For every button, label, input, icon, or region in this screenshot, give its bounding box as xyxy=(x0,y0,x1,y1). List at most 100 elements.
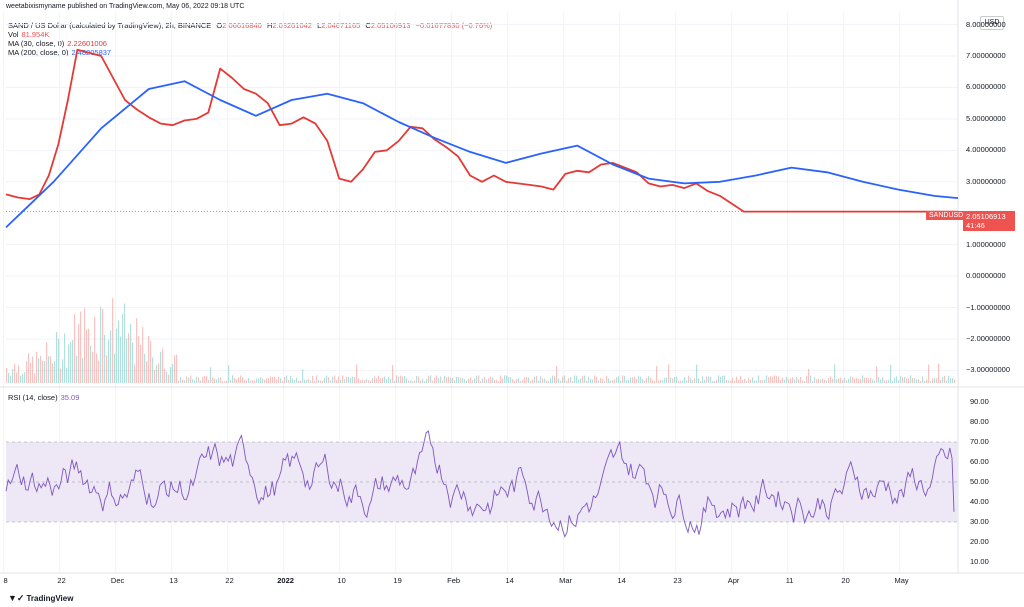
volume-bar xyxy=(908,378,910,383)
volume-bar xyxy=(392,364,394,383)
volume-bar xyxy=(822,378,824,383)
volume-bar xyxy=(206,375,208,383)
volume-bar xyxy=(948,375,950,383)
volume-bar xyxy=(136,318,138,383)
volume-bar xyxy=(426,379,428,383)
volume-bar xyxy=(36,351,38,383)
volume-bar xyxy=(384,376,386,383)
volume-bar xyxy=(88,328,90,383)
volume-bar xyxy=(300,380,302,383)
volume-bar xyxy=(304,379,306,383)
volume-bar xyxy=(442,380,444,383)
volume-bar xyxy=(546,380,548,383)
volume-bar xyxy=(228,365,230,383)
volume-bar xyxy=(510,377,512,383)
volume-bar xyxy=(328,377,330,383)
volume-bar xyxy=(140,344,142,383)
volume-bar xyxy=(362,379,364,383)
volume-bar xyxy=(672,378,674,383)
volume-bar xyxy=(592,379,594,383)
volume-bar xyxy=(730,380,732,383)
tradingview-footer[interactable]: ▼✓ TradingView xyxy=(8,593,73,604)
volume-bar xyxy=(394,380,396,383)
volume-bar xyxy=(252,380,254,383)
volume-bar xyxy=(924,380,926,383)
volume-bar xyxy=(254,380,256,383)
volume-bar xyxy=(802,380,804,383)
volume-bar xyxy=(504,375,506,383)
rsi-legend[interactable]: RSI (14, close) 35.09 xyxy=(8,393,79,402)
volume-bar xyxy=(398,376,400,383)
volume-bar xyxy=(390,378,392,383)
volume-bar xyxy=(458,377,460,383)
volume-bar xyxy=(824,379,826,383)
volume-bar xyxy=(652,380,654,383)
volume-bar xyxy=(692,380,694,383)
volume-bar xyxy=(114,353,116,383)
open-value: 2.06616840 xyxy=(222,21,262,30)
volume-bar xyxy=(798,379,800,383)
time-tick-label: 22 xyxy=(57,576,66,585)
volume-bar xyxy=(612,379,614,383)
time-tick-label: May xyxy=(894,576,909,585)
volume-bar xyxy=(514,380,516,383)
volume-bar xyxy=(400,375,402,383)
currency-button[interactable]: USD xyxy=(980,16,1004,30)
volume-bar xyxy=(782,377,784,383)
volume-bar xyxy=(58,338,60,383)
volume-bar xyxy=(438,378,440,383)
volume-bar xyxy=(884,380,886,383)
volume-bar xyxy=(450,377,452,383)
volume-bar xyxy=(234,377,236,383)
volume-bar xyxy=(124,303,126,383)
volume-bar xyxy=(166,371,168,383)
volume-bar xyxy=(742,380,744,383)
volume-bar xyxy=(150,340,152,383)
volume-bar xyxy=(736,376,738,383)
volume-bar xyxy=(852,377,854,383)
volume-bar xyxy=(868,378,870,383)
volume-bar xyxy=(92,352,94,383)
price-tick-label: 7.00000000 xyxy=(966,51,1006,61)
volume-bar xyxy=(542,378,544,383)
volume-bar xyxy=(874,380,876,383)
time-tick-label: 2022 xyxy=(277,576,294,585)
volume-bar xyxy=(878,377,880,383)
volume-bar xyxy=(42,360,44,383)
close-label: C xyxy=(365,21,371,30)
ma30-legend[interactable]: MA (30, close, 0) 2.22601006 xyxy=(8,39,107,48)
volume-bar xyxy=(484,376,486,383)
volume-bar xyxy=(922,376,924,383)
time-tick-label: 10 xyxy=(337,576,346,585)
volume-bar xyxy=(800,377,802,383)
volume-bar xyxy=(754,380,756,383)
volume-bar xyxy=(348,376,350,383)
volume-bar xyxy=(912,377,914,383)
volume-bar xyxy=(184,380,186,383)
volume-bar xyxy=(374,376,376,383)
volume-bar xyxy=(244,379,246,383)
volume-bar xyxy=(240,375,242,383)
volume-bar xyxy=(14,363,16,383)
volume-bar xyxy=(506,375,508,383)
volume-bar xyxy=(646,378,648,383)
volume-bar xyxy=(890,364,892,383)
volume-bar xyxy=(352,376,354,383)
volume-legend[interactable]: Vol 81.954K xyxy=(8,30,49,39)
price-tick-label: −2.00000000 xyxy=(966,333,1011,343)
volume-bar xyxy=(876,366,878,383)
volume-bar xyxy=(832,378,834,383)
volume-bar xyxy=(96,353,98,383)
volume-bar xyxy=(364,380,366,383)
volume-bar xyxy=(746,380,748,383)
volume-bar xyxy=(562,376,564,383)
volume-bar xyxy=(558,378,560,383)
volume-bar xyxy=(550,378,552,383)
symbol-title[interactable]: SAND / US Dollar (calculated by TradingV… xyxy=(8,21,212,30)
volume-bar xyxy=(416,375,418,383)
volume-bar xyxy=(540,376,542,383)
time-tick-label: 22 xyxy=(225,576,234,585)
volume-bar xyxy=(606,375,608,383)
volume-bar xyxy=(488,378,490,383)
